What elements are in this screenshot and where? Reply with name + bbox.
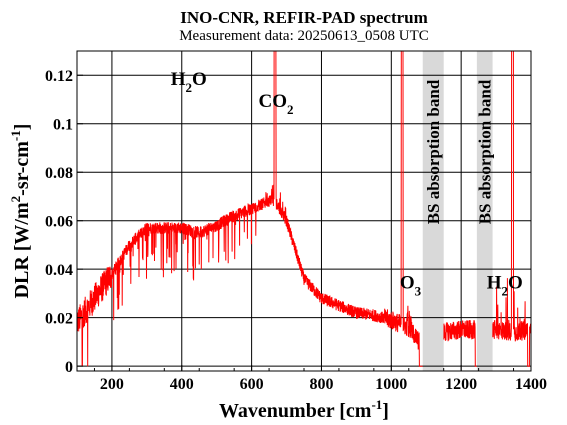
annotation-label: H2O (171, 69, 207, 95)
y-ticks: 0 0.02 0.04 0.06 0.08 0.1 0.12 (45, 68, 83, 376)
y-axis-label-part2: -sr-cm (11, 141, 33, 196)
chart-title: INO-CNR, REFIR-PAD spectrum (180, 8, 428, 27)
annotation-subscript: 2 (186, 80, 193, 95)
x-axis-label-tail: ] (382, 400, 389, 422)
chart-subtitle: Measurement data: 20250613_0508 UTC (179, 28, 429, 44)
absorption-band-label: BS absorption band (476, 79, 495, 224)
y-axis-label-part1: DLR [W/m (11, 202, 33, 298)
y-axis-label: DLR [W/m2-sr-cm-1] (8, 124, 33, 299)
annotation-label: O3 (400, 273, 422, 299)
y-tick-label: 0.04 (45, 262, 73, 279)
annotation-subscript: 3 (415, 284, 422, 299)
annotation-text-tail: O (192, 69, 207, 90)
annotation-subscript: 2 (287, 102, 294, 117)
y-axis-label-sup1: 2 (8, 196, 23, 203)
series (76, 50, 532, 367)
x-axis-label-sup: -1 (371, 397, 382, 412)
shaded-bands: BS absorption band BS absorption band (422, 51, 495, 371)
y-tick-label: 0.02 (45, 311, 73, 328)
x-tick-label: 1200 (445, 376, 477, 393)
grid (77, 51, 531, 371)
annotation-label: H2O (487, 273, 523, 299)
y-tick-label: 0.1 (53, 117, 73, 134)
absorption-band-label: BS absorption band (424, 79, 443, 224)
x-tick-label: 1400 (515, 376, 547, 393)
y-tick-label: 0.12 (45, 68, 73, 85)
y-axis-label-sup2: -1 (8, 130, 23, 141)
x-tick-label: 800 (309, 376, 333, 393)
absorption-band (476, 51, 493, 371)
y-tick-label: 0 (65, 359, 73, 376)
spectrum-line (76, 50, 532, 367)
y-tick-label: 0.08 (45, 165, 73, 182)
annotation-label: CO2 (259, 91, 294, 117)
annotation-text-tail: O (508, 273, 523, 294)
annotation-text: CO (259, 91, 288, 112)
x-tick-label: 600 (240, 376, 264, 393)
annotation-text: O (400, 273, 415, 294)
x-axis-label-main: Wavenumber [cm (219, 400, 372, 422)
annotation-text: H (487, 273, 502, 294)
annotation-text: H (171, 69, 186, 90)
x-ticks: 200 400 600 800 1000 1200 1400 (93, 365, 547, 393)
absorption-band (422, 51, 444, 371)
x-tick-label: 1000 (375, 376, 407, 393)
y-axis-label-part3: ] (11, 124, 33, 131)
x-tick-label: 400 (170, 376, 194, 393)
y-tick-label: 0.06 (45, 214, 73, 231)
x-axis-label: Wavenumber [cm-1] (219, 397, 389, 422)
x-tick-label: 200 (100, 376, 124, 393)
annotation-subscript: 2 (502, 284, 509, 299)
